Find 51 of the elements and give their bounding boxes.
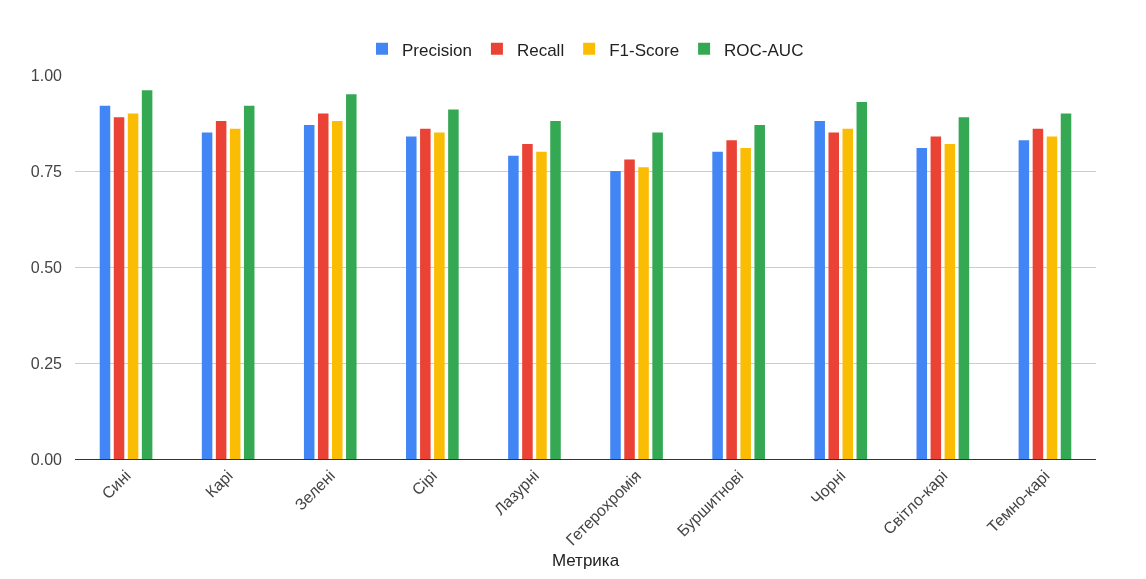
bar xyxy=(1060,113,1072,459)
bar xyxy=(448,109,459,459)
y-tick-label: 0.25 xyxy=(30,354,63,372)
bar xyxy=(201,132,213,459)
bar xyxy=(814,121,825,459)
bar xyxy=(141,90,153,459)
legend-label: ROC-AUC xyxy=(724,40,804,60)
bar xyxy=(317,113,329,459)
bar xyxy=(856,101,868,459)
bar xyxy=(113,117,125,459)
bar xyxy=(1046,136,1058,459)
bar xyxy=(958,117,970,459)
bar xyxy=(712,151,723,459)
x-axis-title: Метрика xyxy=(551,550,620,570)
bar xyxy=(127,113,139,459)
bar xyxy=(740,147,751,459)
bar xyxy=(754,124,765,459)
bar xyxy=(229,128,241,459)
bar xyxy=(406,136,417,459)
y-tick-label: 0.00 xyxy=(30,450,63,468)
legend-label: Precision xyxy=(402,40,472,60)
bar xyxy=(916,147,928,459)
bar xyxy=(1018,140,1030,459)
bar xyxy=(303,124,315,459)
bar xyxy=(828,132,839,459)
bar xyxy=(99,105,111,459)
x-tick-label: Сірі xyxy=(408,466,441,499)
bar xyxy=(550,121,561,459)
bar xyxy=(215,121,227,459)
bar xyxy=(243,105,255,459)
bar xyxy=(346,94,357,459)
bar xyxy=(420,128,431,459)
legend-label: Recall xyxy=(516,40,565,60)
bar xyxy=(332,121,343,459)
bar xyxy=(726,140,737,459)
bar xyxy=(638,167,649,459)
bar xyxy=(842,128,854,459)
bar xyxy=(944,144,956,459)
legend-label: F1-Score xyxy=(609,40,680,60)
bar xyxy=(536,151,547,459)
bar xyxy=(610,171,621,459)
bar xyxy=(434,132,445,459)
y-tick-label: 0.50 xyxy=(30,258,63,276)
bar xyxy=(930,136,942,459)
bar xyxy=(624,159,635,459)
bar xyxy=(522,144,533,459)
y-tick-label: 0.75 xyxy=(30,162,63,180)
bar xyxy=(652,132,663,459)
bar xyxy=(1032,128,1044,459)
bar xyxy=(508,155,519,459)
y-tick-label: 1.00 xyxy=(30,66,63,84)
